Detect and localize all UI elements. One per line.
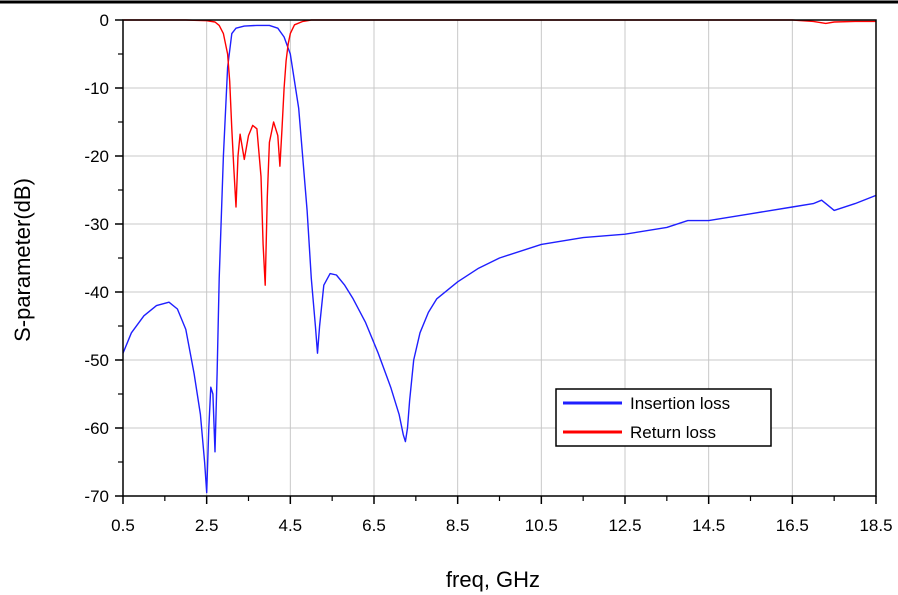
legend: Insertion loss Return loss <box>555 388 772 447</box>
x-tick-label: 12.5 <box>608 516 641 535</box>
plot-frame <box>122 19 877 497</box>
y-tick-label: -30 <box>84 215 109 234</box>
y-tick-label: 0 <box>100 11 109 30</box>
y-tick-label: -10 <box>84 79 109 98</box>
y-axis-title: S-parameter(dB) <box>10 178 35 342</box>
tick-marks <box>115 19 877 504</box>
legend-box <box>555 388 772 447</box>
x-tick-label: 4.5 <box>279 516 303 535</box>
x-tick-label: 16.5 <box>776 516 809 535</box>
x-tick-label: 10.5 <box>525 516 558 535</box>
x-tick-label: 2.5 <box>195 516 219 535</box>
legend-label-insertion-loss: Insertion loss <box>630 394 730 413</box>
x-axis-title: freq, GHz <box>446 567 540 592</box>
y-tick-labels: 0 -10 -20 -30 -40 -50 -60 -70 <box>84 11 109 506</box>
legend-label-return-loss: Return loss <box>630 423 716 442</box>
x-tick-label: 14.5 <box>692 516 725 535</box>
y-tick-label: -20 <box>84 147 109 166</box>
x-tick-label: 8.5 <box>446 516 470 535</box>
x-tick-labels: 0.5 2.5 4.5 6.5 8.5 10.5 12.5 14.5 16.5 18.5 <box>111 516 892 535</box>
y-tick-label: -50 <box>84 351 109 370</box>
y-tick-label: -60 <box>84 419 109 438</box>
series-line-insertion-loss <box>123 24 876 494</box>
x-tick-label: 6.5 <box>362 516 386 535</box>
y-tick-label: -70 <box>84 487 109 506</box>
x-tick-label: 0.5 <box>111 516 135 535</box>
x-tick-label: 18.5 <box>859 516 892 535</box>
y-tick-label: -40 <box>84 283 109 302</box>
